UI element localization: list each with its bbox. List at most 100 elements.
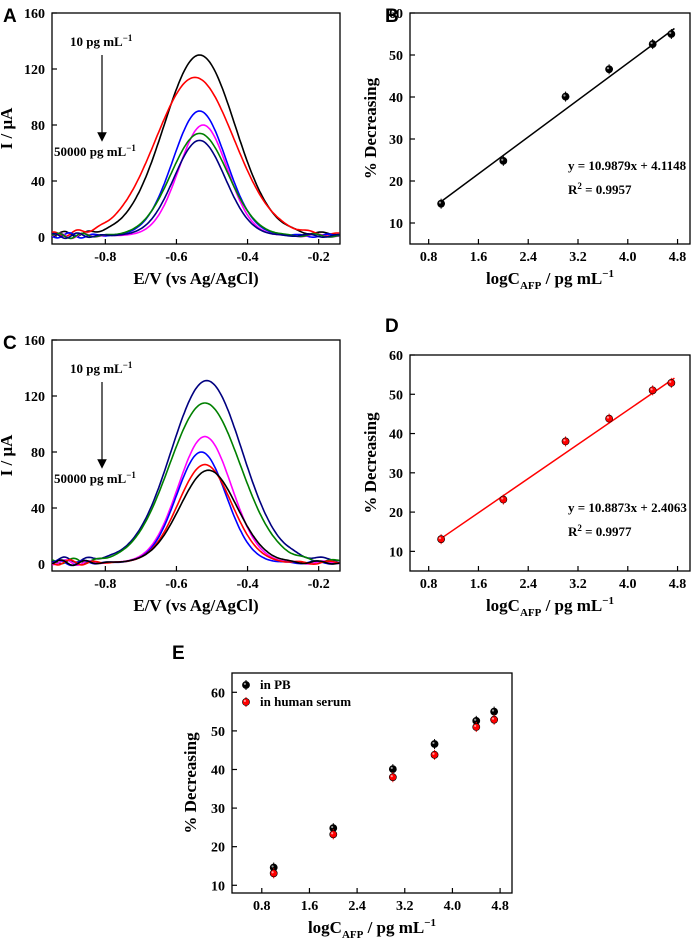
point-highlight [271, 871, 274, 874]
x-tick-label: 4.0 [619, 250, 637, 265]
data-point-1-6 [490, 707, 499, 716]
x-axis-label-unit: / pg mL [363, 918, 424, 937]
data-point-4 [605, 65, 614, 74]
x-tick-label: 1.6 [470, 577, 488, 592]
x-axis-label: logCAFP / pg mL−1 [486, 268, 614, 292]
x-axis-label-main: logC [308, 918, 342, 937]
y-tick-label: 60 [389, 349, 403, 364]
data-point-1-4 [430, 740, 439, 748]
panel-label: D [385, 316, 399, 337]
chart-panel-d: D 0.8 1.6 2.4 3.2 4.0 4.8 10 20 30 40 50 60 % Decreas… [361, 316, 691, 619]
r-squared-value: = 0.9977 [582, 524, 632, 539]
y-tick-label: 40 [389, 428, 403, 443]
data-point-2 [499, 156, 508, 165]
point-highlight [491, 709, 495, 712]
x-axis-label-subscript: AFP [520, 607, 542, 619]
point-highlight [650, 41, 653, 45]
y-tick-label: 80 [31, 446, 45, 461]
y-tick-label: 80 [31, 119, 45, 134]
series-line-4 [51, 451, 340, 567]
data-point-5 [648, 40, 657, 48]
data-point-2 [499, 495, 508, 504]
series-line-6 [51, 139, 340, 240]
series-line-5 [51, 463, 340, 566]
series-line-2 [51, 402, 340, 565]
x-tick-label: 1.6 [470, 250, 488, 265]
annotation-top: 10 pg mL−1 [70, 33, 133, 49]
annotation-top-sup: −1 [123, 33, 133, 43]
r-squared: R2 = 0.9957 [568, 181, 632, 197]
y-tick-label: 0 [38, 558, 45, 573]
x-tick-label: 2.4 [519, 577, 537, 592]
annotation-bottom-sup: −1 [126, 470, 136, 480]
data-point-4 [605, 414, 614, 423]
fit-equation: y = 10.9879x + 4.1148 [568, 158, 687, 173]
y-tick-label: 50 [389, 388, 403, 403]
annotation-bottom: 50000 pg mL−1 [54, 470, 136, 486]
point-highlight [669, 31, 672, 34]
x-axis-label-superscript: −1 [602, 268, 614, 280]
plot-frame [409, 354, 691, 572]
data-point-2-1 [269, 869, 278, 878]
point-highlight [606, 67, 610, 70]
x-tick-label: -0.2 [308, 577, 330, 592]
y-tick-label: 20 [389, 506, 403, 521]
point-highlight [669, 380, 672, 383]
r-squared-label: R [568, 524, 578, 539]
x-axis-label-superscript: −1 [602, 595, 614, 607]
y-tick-label: 50 [389, 49, 403, 64]
point-highlight [563, 439, 566, 442]
x-tick-label: -0.6 [165, 577, 187, 592]
data-point-5 [648, 386, 657, 395]
r-squared-label: R [568, 182, 578, 197]
annotation-bottom-text: 50000 pg mL [54, 144, 127, 159]
point-highlight [432, 752, 435, 755]
x-tick-label: 4.8 [491, 899, 509, 914]
series-line-6 [51, 469, 340, 567]
point-highlight [650, 388, 653, 391]
panel-label: A [3, 6, 17, 27]
data-point-1 [437, 199, 446, 208]
x-tick-label: 0.8 [420, 250, 438, 265]
x-axis-label-subscript: AFP [342, 929, 364, 941]
y-tick-label: 60 [211, 686, 225, 701]
data-point-2-6 [490, 715, 499, 724]
panel-label: E [172, 643, 185, 664]
y-axis-label: % Decreasing [361, 412, 380, 514]
chart-panel-a: A -0.8 -0.6 -0.4 -0.2 0 40 80 120 160 I / μA E/V (v… [0, 6, 341, 288]
annotation-bottom-text: 50000 pg mL [54, 471, 127, 486]
data-point-2-2 [329, 830, 338, 839]
plot-frame [51, 12, 341, 245]
annotation-top-sup: −1 [123, 360, 133, 370]
x-axis-label-unit: / pg mL [541, 269, 602, 288]
x-tick-label: 2.4 [519, 250, 537, 265]
point-highlight [432, 741, 435, 745]
x-axis-label-main: logC [486, 596, 520, 615]
series-line-2 [51, 76, 340, 238]
data-point-3 [561, 437, 570, 446]
r-squared-sup: 2 [577, 523, 582, 533]
plot-frame [51, 339, 341, 572]
x-tick-label: 4.8 [669, 250, 687, 265]
y-tick-label: 60 [389, 7, 403, 22]
data-point-3 [561, 92, 570, 101]
x-tick-label: 4.0 [444, 899, 462, 914]
y-tick-label: 120 [24, 390, 45, 405]
r-squared: R2 = 0.9977 [568, 523, 632, 539]
annotation-top-text: 10 pg mL [70, 34, 123, 49]
x-axis-label-main: logC [486, 269, 520, 288]
plot-frame [409, 12, 691, 245]
annotation-top: 10 pg mL−1 [70, 360, 133, 376]
x-tick-label: 1.6 [301, 899, 319, 914]
y-tick-label: 160 [24, 7, 45, 22]
y-tick-label: 40 [211, 763, 225, 778]
x-tick-label: 4.8 [669, 577, 687, 592]
point-highlight [271, 865, 274, 868]
point-highlight [474, 718, 477, 721]
annotation-bottom-sup: −1 [126, 143, 136, 153]
point-highlight [438, 201, 442, 204]
point-highlight [563, 94, 566, 97]
legend-entry-2: in human serum [260, 694, 351, 709]
data-point-2-4 [430, 750, 439, 759]
point-highlight [390, 766, 393, 770]
